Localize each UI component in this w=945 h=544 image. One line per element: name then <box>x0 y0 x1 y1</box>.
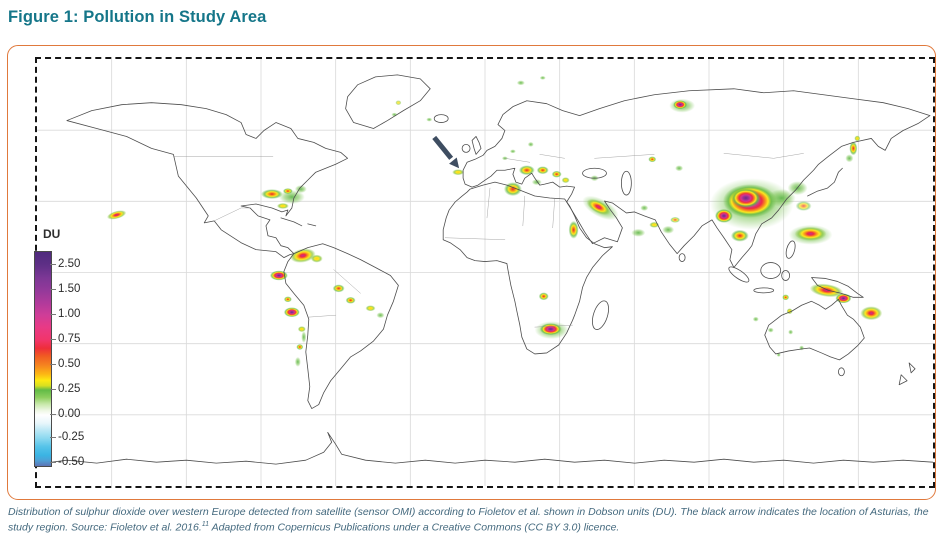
continent-outlines <box>37 74 933 465</box>
caption-superscript: 11 <box>201 521 210 529</box>
gridlines <box>37 59 933 486</box>
figure-title: Figure 1: Pollution in Study Area <box>8 8 267 26</box>
figure-caption: Distribution of sulphur dioxide over wes… <box>8 505 938 536</box>
world-map <box>37 59 933 486</box>
map-frame: DU 2.50 1.50 1.00 0.75 0.50 0.25 0.00 -0… <box>34 57 935 488</box>
asturias-arrow-icon <box>432 135 460 169</box>
caption-text: Distribution of sulphur dioxide over wes… <box>8 506 929 534</box>
caption-text-continued: Adapted from Copernicus Publications und… <box>209 521 620 534</box>
